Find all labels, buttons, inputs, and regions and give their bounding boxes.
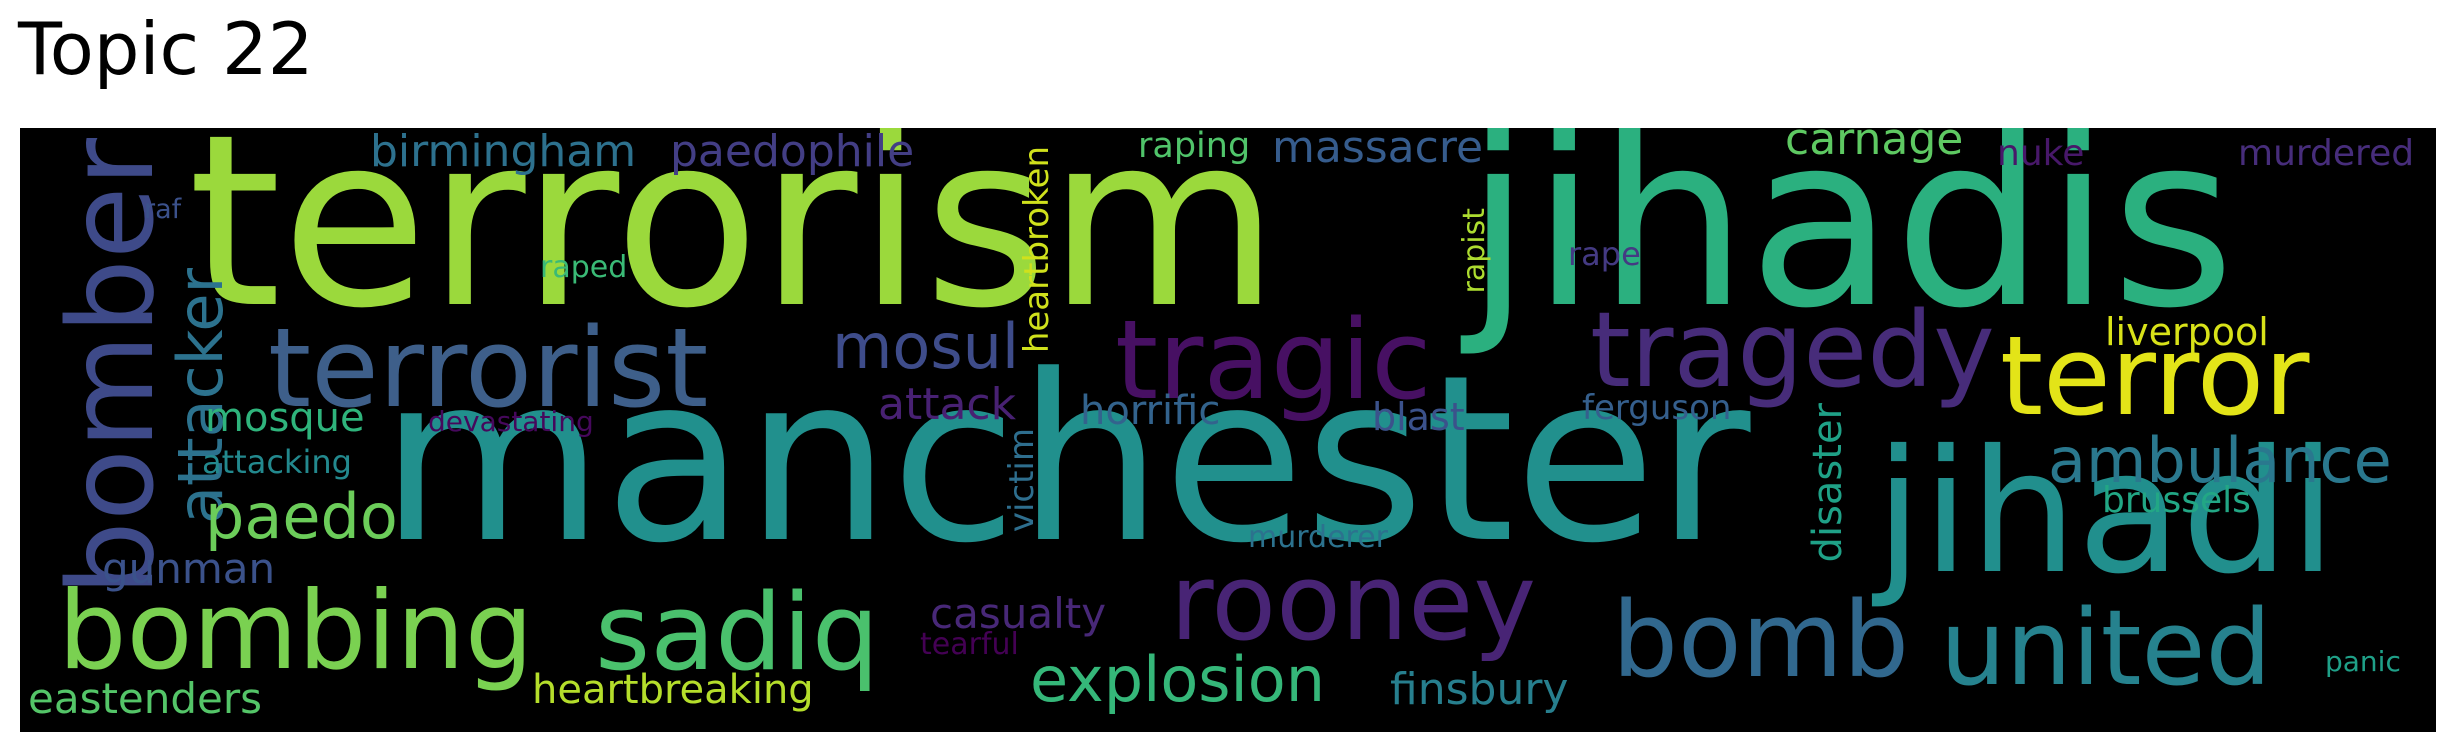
word-tragic: tragic — [1115, 296, 1432, 424]
word-birmingham: birmingham — [370, 128, 637, 177]
word-disaster: disaster — [1805, 403, 1851, 563]
word-bombing: bombing — [58, 569, 534, 694]
word-jihadi: jihadi — [1875, 414, 2337, 612]
word-terrorist: terrorist — [268, 304, 709, 432]
word-massacre: massacre — [1272, 128, 1484, 173]
word-paedophile: paedophile — [670, 128, 915, 177]
word-terrorism: terrorism — [188, 128, 1280, 361]
word-murderer: murderer — [1248, 520, 1389, 555]
word-sadiq: sadiq — [595, 571, 880, 694]
word-mosque: mosque — [205, 395, 365, 441]
word-eastenders: eastenders — [28, 674, 263, 723]
page-title: Topic 22 — [18, 7, 314, 91]
word-raping: raping — [1138, 128, 1251, 166]
word-cloud: terrorism jihadis manchester jihadi bomb… — [20, 128, 2436, 732]
word-terror: terror — [2000, 312, 2310, 440]
word-rooney: rooney — [1170, 541, 1537, 664]
word-manchester: manchester — [380, 327, 1751, 594]
word-heartbreaking: heartbreaking — [532, 667, 814, 713]
word-explosion: explosion — [1030, 643, 1326, 716]
word-ambulance: ambulance — [2048, 424, 2392, 497]
word-victim: victim — [1002, 428, 1042, 533]
word-ferguson: ferguson — [1582, 388, 1732, 428]
word-rape: rape — [1568, 235, 1641, 273]
word-jihadis: jihadis — [1465, 128, 2236, 361]
word-blast: blast — [1372, 395, 1465, 439]
word-paedo: paedo — [205, 480, 398, 553]
word-raf: raf — [144, 194, 182, 225]
word-raped: raped — [540, 250, 628, 285]
word-gunman: gunman — [102, 544, 276, 593]
word-rapist: rapist — [1457, 208, 1492, 294]
word-liverpool: liverpool — [2105, 310, 2269, 354]
word-attack: attack — [878, 379, 1017, 430]
word-devastating: devastating — [428, 405, 594, 438]
word-casualty: casualty — [930, 589, 1107, 638]
word-tearful: tearful — [920, 627, 1019, 662]
word-attacking: attacking — [202, 443, 352, 481]
word-brussels: brussels — [2102, 480, 2251, 521]
word-tragedy: tragedy — [1590, 289, 1995, 411]
word-mosul: mosul — [832, 310, 1020, 383]
word-finsbury: finsbury — [1390, 664, 1569, 715]
word-horrific: horrific — [1080, 388, 1221, 434]
word-bomb: bomb — [1612, 579, 1909, 701]
word-carnage: carnage — [1785, 128, 1964, 165]
word-panic: panic — [2325, 645, 2401, 678]
word-nuke: nuke — [1997, 133, 2085, 174]
word-united: united — [1940, 587, 2272, 709]
word-murdered: murdered — [2238, 133, 2415, 174]
word-heartbroken: heartbroken — [1017, 146, 1057, 354]
